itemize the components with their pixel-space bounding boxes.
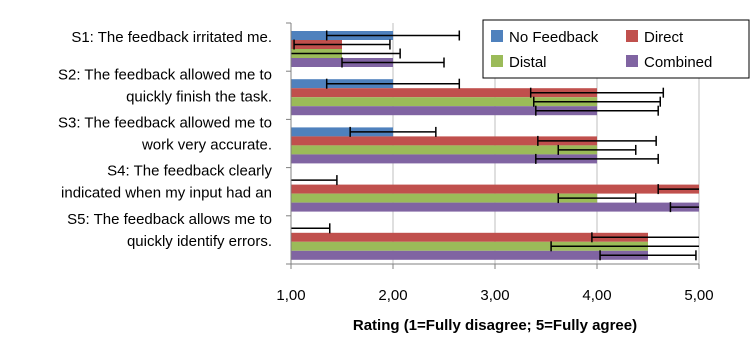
legend-box [482,19,750,79]
bars [291,31,699,260]
category-label: quickly finish the task. [126,88,272,105]
bar [291,145,597,155]
category-label: S3: The feedback allowed me to [58,115,272,132]
legend-label: Direct [644,29,684,46]
bar [291,202,699,212]
bar [291,154,597,164]
bar [291,88,597,98]
x-tick-label: 4,00 [582,287,611,304]
x-axis-title: Rating (1=Fully disagree; 5=Fully agree) [353,317,637,334]
bar [291,250,648,260]
legend: No Feedback Direct Distal Combined [482,19,750,79]
bar [291,127,393,137]
legend-swatch [626,55,638,67]
x-tick-label: 1,00 [276,287,305,304]
x-tick-label: 2,00 [378,287,407,304]
legend-swatch [491,55,503,67]
x-tick-label: 5,00 [684,287,713,304]
legend-label: No Feedback [509,29,599,46]
category-label: S5: The feedback allows me to [67,211,272,228]
legend-label: Distal [509,54,547,71]
category-labels: S1: The feedback irritated me. S2: The fe… [58,29,273,250]
bar [291,232,648,242]
category-label: S4: The feedback clearly [107,163,272,180]
x-tick-label: 3,00 [480,287,509,304]
category-label: indicated when my input had an [61,185,272,202]
bar [291,97,597,107]
category-label: S2: The feedback allowed me to [58,66,272,83]
category-label: quickly identify errors. [127,233,272,250]
legend-swatch [491,30,503,42]
bar [291,106,597,116]
bar [291,184,699,194]
legend-label: Combined [644,54,712,71]
bar [291,241,648,251]
category-label: S1: The feedback irritated me. [71,29,272,46]
bar [291,136,597,146]
bar [291,193,597,203]
legend-swatch [626,30,638,42]
x-tick-labels: 1,00 2,00 3,00 4,00 5,00 [276,287,713,304]
category-label: work very accurate. [141,137,272,154]
error-bars [291,30,699,261]
axes [286,22,700,269]
